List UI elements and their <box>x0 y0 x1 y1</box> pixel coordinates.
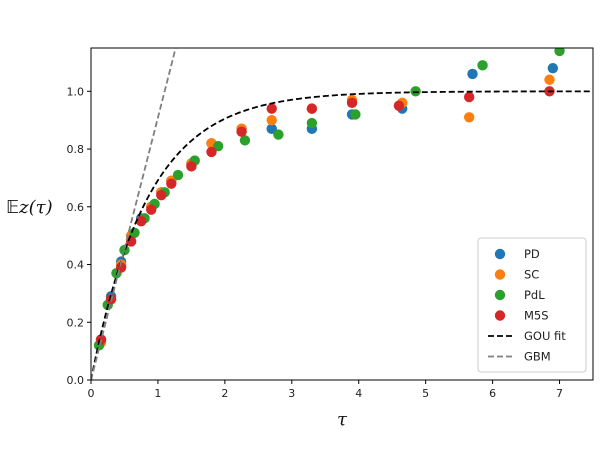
x-tick-label-1: 1 <box>154 387 161 400</box>
legend-label-pd: PD <box>524 247 540 261</box>
point-pd-15 <box>467 68 478 80</box>
legend-marker-pdl <box>494 289 506 301</box>
legend: PD SC PdL M5S GOU fit GBM <box>477 237 587 373</box>
y-tick-label-5: 1.0 <box>67 85 85 98</box>
legend-label-pdl: PdL <box>524 288 545 302</box>
point-m5s-13 <box>346 97 358 109</box>
point-m5s-8 <box>186 161 197 172</box>
point-pdl-13 <box>306 117 318 129</box>
legend-marker-pd <box>494 248 506 260</box>
x-axis-label: τ <box>337 409 348 430</box>
legend-label-gou-fit: GOU fit <box>524 329 566 343</box>
legend-box <box>477 237 587 373</box>
x-tick-label-0: 0 <box>88 387 95 400</box>
point-sc-16 <box>544 74 555 85</box>
axes-frame <box>90 47 594 381</box>
legend-label-m5s: M5S <box>524 309 549 323</box>
x-tick-label-6: 6 <box>489 387 496 400</box>
point-m5s-4 <box>136 216 147 227</box>
point-sc-15 <box>463 112 475 123</box>
point-m5s-12 <box>306 103 318 114</box>
axes: 0 1 2 3 4 5 6 7 0.0 0.2 0.4 0.6 0.8 1.0 <box>67 47 594 400</box>
y-tick-label-3: 0.6 <box>67 201 85 214</box>
y-axis-label: 𝔼z(τ) <box>6 197 53 218</box>
y-axis-label-prefix: 𝔼 <box>6 197 19 218</box>
series-m5s <box>95 86 555 345</box>
y-tick-label-1: 0.2 <box>67 316 85 329</box>
y-tick-label-2: 0.4 <box>67 259 85 272</box>
y-tick-label-4: 0.8 <box>67 143 85 156</box>
legend-label-sc: SC <box>524 268 539 282</box>
line-path-gbm <box>91 48 177 380</box>
point-pdl-12 <box>273 129 284 140</box>
line-gou-fit <box>91 90 593 380</box>
point-m5s-11 <box>266 103 277 114</box>
x-tick-label-5: 5 <box>422 387 429 400</box>
line-path-gou-fit <box>91 90 593 380</box>
point-pdl-17 <box>554 48 565 57</box>
point-m5s-6 <box>156 190 167 201</box>
plot-area <box>91 48 593 380</box>
legend-marker-sc <box>494 269 506 280</box>
point-pdl-3 <box>119 244 130 256</box>
point-m5s-7 <box>166 178 177 189</box>
point-m5s-9 <box>206 146 217 158</box>
x-tick-label-4: 4 <box>355 387 362 400</box>
point-pdl-14 <box>350 109 361 120</box>
x-tick-label-7: 7 <box>556 387 563 400</box>
point-pdl-16 <box>477 60 488 71</box>
point-pdl-15 <box>410 86 421 97</box>
x-tick-label-2: 2 <box>221 387 228 400</box>
point-m5s-10 <box>236 126 247 137</box>
legend-marker-m5s <box>494 310 506 321</box>
point-m5s-5 <box>146 204 157 215</box>
point-pdl-11 <box>239 135 251 146</box>
point-pdl-8 <box>172 169 184 181</box>
y-axis-label-main: z(τ) <box>18 197 53 218</box>
legend-label-gbm: GBM <box>524 350 551 364</box>
line-gbm <box>91 48 177 380</box>
point-pd-16 <box>547 63 559 74</box>
point-m5s-15 <box>463 91 475 103</box>
x-tick-label-3: 3 <box>288 387 295 400</box>
y-tick-label-0: 0.0 <box>67 374 85 387</box>
point-m5s-14 <box>393 100 405 111</box>
point-sc-11 <box>266 114 277 126</box>
